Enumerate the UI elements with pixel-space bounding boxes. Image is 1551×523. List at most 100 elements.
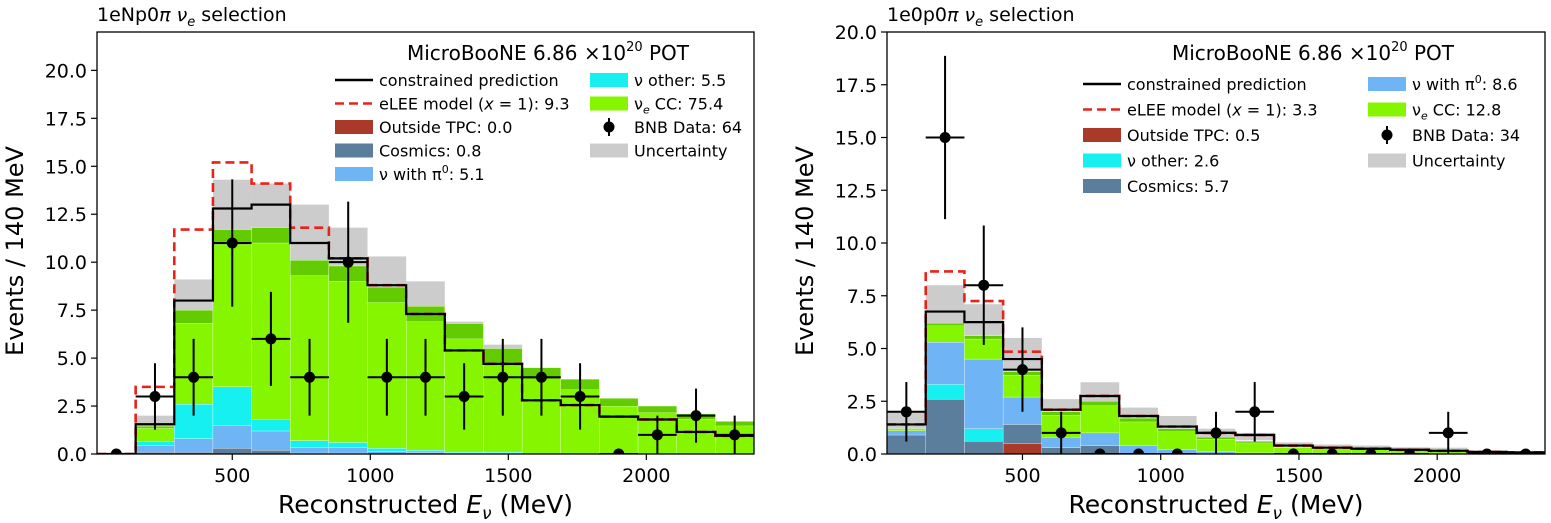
data-point <box>1080 448 1120 454</box>
uncertainty-bar <box>1080 382 1120 406</box>
plot-area <box>97 161 754 454</box>
x-label-text: Reconstructed <box>278 490 466 519</box>
data-marker <box>1016 364 1028 376</box>
constrained-prediction-line <box>97 203 754 454</box>
data-marker <box>304 371 316 383</box>
data-marker <box>497 371 509 383</box>
nu-pi0-bar <box>1080 432 1120 446</box>
data-marker <box>110 448 122 454</box>
x-label-text: Reconstructed <box>1068 490 1256 519</box>
data-point <box>367 338 407 416</box>
data-point <box>1428 411 1468 454</box>
legend-entry: ν with π0: 5.1 <box>335 163 485 184</box>
data-marker <box>1404 448 1416 454</box>
data-marker <box>1249 406 1261 418</box>
nu-other-bar <box>925 384 965 400</box>
ytick-label: 7.5 <box>847 286 877 308</box>
x-label-sub: ν <box>1273 504 1283 523</box>
nue-cc-shift-bar <box>444 323 484 340</box>
legend-label-var: x <box>483 95 494 114</box>
legend-label-text: BNB Data: 64 <box>634 118 742 137</box>
data-point <box>174 338 213 416</box>
legend-label-text: ν with π <box>1412 75 1475 94</box>
legend-label: ν with π0: 5.1 <box>379 163 485 184</box>
data-point <box>97 448 136 454</box>
legend-patch-swatch <box>335 143 373 158</box>
data-point <box>251 291 291 386</box>
x-label-tail: (MeV) <box>492 490 574 519</box>
ytick-label: 7.5 <box>57 300 87 322</box>
legend-label-text: ν <box>1412 101 1421 120</box>
nue-cc-shift-bar <box>1119 417 1159 423</box>
legend-entry: νe CC: 12.8 <box>1368 101 1501 123</box>
legend-label: νe CC: 12.8 <box>1412 101 1501 123</box>
legend-label-text: eLEE model ( <box>379 95 484 114</box>
data-point <box>1119 448 1158 454</box>
cosmics-bar <box>212 448 252 454</box>
data-marker <box>420 371 431 383</box>
data-point <box>406 338 445 416</box>
legend-label: ν other: 5.5 <box>634 71 726 90</box>
ytick-label: 2.5 <box>847 391 877 413</box>
xtick-label: 1000 <box>1137 465 1185 487</box>
title-pi: π <box>159 4 171 26</box>
legend-label: BNB Data: 34 <box>1412 126 1520 145</box>
legend-header-sup: 20 <box>1391 40 1408 55</box>
legend-patch-swatch <box>1083 153 1121 168</box>
xtick-label: 1500 <box>484 465 532 487</box>
data-marker <box>1210 427 1222 439</box>
nue-cc-shift-bar <box>290 260 330 276</box>
nu-other-bar <box>328 442 368 448</box>
data-marker <box>1287 448 1299 454</box>
nu-pi0-bar <box>964 358 1004 429</box>
legend-label-sup: 0 <box>1475 73 1482 86</box>
uncertainty-bar <box>290 204 329 270</box>
ytick-label: 10.0 <box>835 233 877 255</box>
title-nu: ν <box>958 4 975 26</box>
legend-label-text: Outside TPC: 0.0 <box>379 118 512 137</box>
legend-label-text: Uncertainty <box>1412 152 1505 171</box>
nue-cc-bar <box>1157 428 1197 450</box>
data-point <box>1003 327 1042 412</box>
outside-tpc-bar <box>1002 443 1042 454</box>
data-point <box>444 363 484 430</box>
title-main: 1e0p0 <box>887 4 947 26</box>
ytick-label: 17.5 <box>835 75 877 97</box>
nu-pi0-bar <box>174 438 214 453</box>
data-marker <box>342 256 354 268</box>
legend-label-after: = 1): 3.3 <box>1242 101 1318 120</box>
nu-other-bar <box>135 441 175 446</box>
legend-patch-swatch <box>590 96 628 111</box>
legend-label: Outside TPC: 0.0 <box>379 118 512 137</box>
nu-pi0-bar <box>135 445 175 453</box>
legend-header-sup: 20 <box>626 40 643 55</box>
legend-patch-swatch <box>1368 102 1406 117</box>
legend-entry: constrained prediction <box>1083 75 1307 94</box>
legend-entry: Outside TPC: 0.5 <box>1083 126 1260 145</box>
data-marker <box>1365 448 1377 454</box>
legend-header-tail: POT <box>1408 41 1455 65</box>
data-marker <box>613 448 625 454</box>
legend-label: Cosmics: 0.8 <box>379 142 481 161</box>
legend-patch-swatch <box>1083 179 1121 193</box>
data-marker <box>690 410 702 422</box>
legend-label: Uncertainty <box>634 142 727 161</box>
nue-cc-bar <box>1080 401 1120 434</box>
data-marker <box>535 371 547 383</box>
legend-label: ν other: 2.6 <box>1127 152 1219 171</box>
legend-patch-swatch <box>1368 77 1406 91</box>
nue-cc-bar <box>925 323 965 343</box>
nu-pi0-bar <box>290 447 330 454</box>
legend-label-after: CC: 12.8 <box>1428 101 1502 120</box>
legend-label-after: : 5.1 <box>449 165 485 184</box>
nu-pi0-bar <box>328 447 368 454</box>
legend-label: constrained prediction <box>379 71 559 90</box>
legend-point-marker <box>603 121 615 133</box>
legend-label-sub: e <box>643 104 650 117</box>
legend-label-text: eLEE model ( <box>1127 101 1232 120</box>
data-point <box>1157 448 1197 454</box>
data-point <box>1467 448 1507 454</box>
x-label-sub: ν <box>482 504 492 523</box>
legend-label-sub: e <box>1421 110 1428 123</box>
legend-entry: BNB Data: 34 <box>1381 126 1520 145</box>
